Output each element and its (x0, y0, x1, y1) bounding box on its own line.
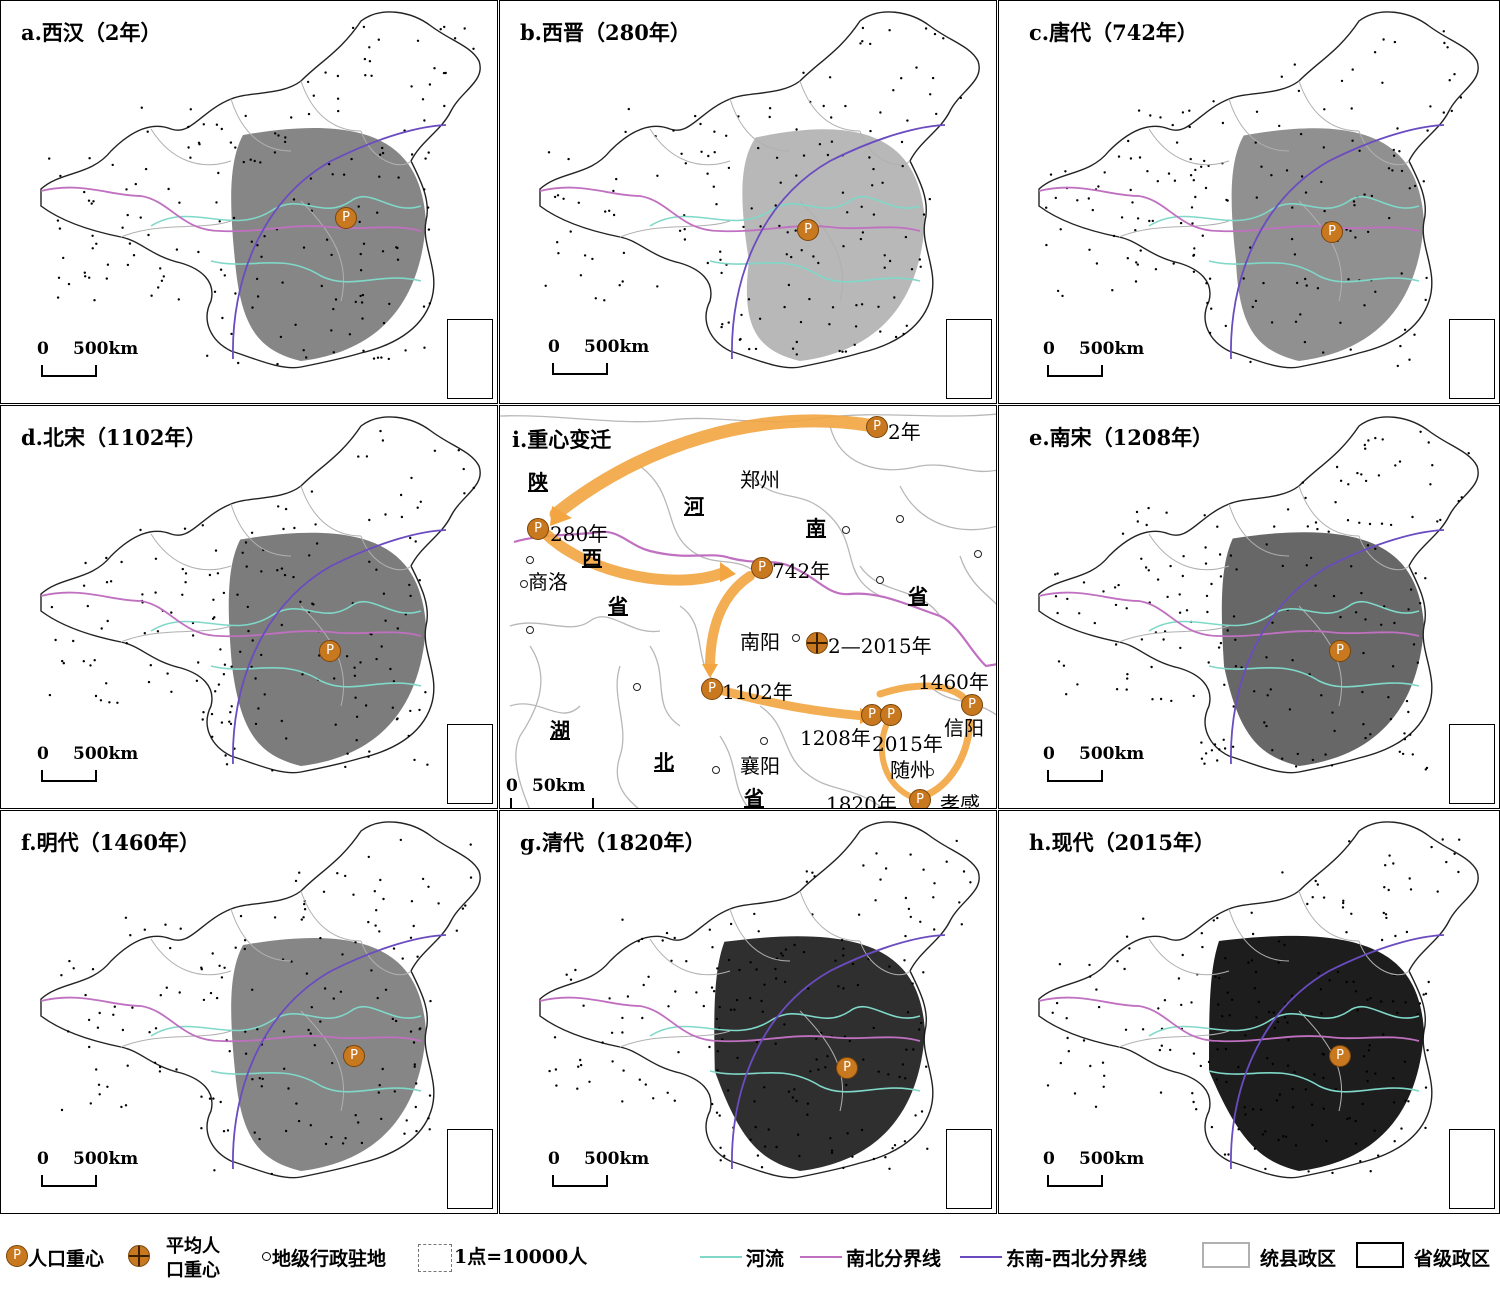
centroid-1460: P (961, 694, 983, 716)
panel-title: h.现代（2015年） (1029, 827, 1216, 857)
china-map (1038, 821, 1479, 1179)
year-label-1820: 1820年 (826, 792, 897, 809)
panel-title: g.清代（1820年） (520, 827, 706, 857)
south-china-sea-inset (1449, 319, 1495, 399)
province-char: 北 (654, 750, 674, 774)
south-china-sea-inset (447, 319, 493, 399)
map-panel-e: e.南宋（1208年） 0 500km P (998, 405, 1500, 809)
avg-centroid-label: 2—2015年 (828, 634, 932, 658)
map-panel-f: f.明代（1460年） 0 500km P (0, 810, 498, 1214)
map-panel-c: c.唐代（742年） 0 500km P (998, 0, 1500, 404)
legend-dot-value: 1点=10000人 (454, 1246, 588, 1268)
map-panel-b: b.西晋（280年） 0 500km P (499, 0, 997, 404)
centroid-2: P (866, 416, 888, 438)
legend: P 人口重心 平均人 口重心 地级行政驻地 1点=10000人 河流 南北分界线… (0, 1218, 1500, 1297)
population-centroid-marker: P (836, 1057, 858, 1079)
province-char: 陕 (528, 470, 548, 494)
legend-avg-center-1: 平均人 (166, 1236, 220, 1257)
population-centroid-marker: P (797, 219, 819, 241)
year-label-742: 742年 (772, 559, 831, 583)
panel-title: b.西晋（280年） (520, 17, 691, 47)
crosshair-circle-icon (128, 1245, 150, 1267)
south-china-sea-inset (447, 724, 493, 804)
china-map (40, 11, 481, 369)
population-centroid-marker: P (1321, 221, 1343, 243)
panel-title: f.明代（1460年） (21, 827, 201, 857)
legend-avg-center-2: 口重心 (166, 1260, 220, 1281)
south-china-sea-inset (1449, 1129, 1495, 1209)
province-char: 湖 (550, 718, 570, 742)
panel-title: e.南宋（1208年） (1029, 422, 1214, 452)
south-china-sea-inset (946, 319, 992, 399)
population-centroid-marker: P (1329, 1045, 1351, 1067)
south-china-sea-inset (447, 1129, 493, 1209)
china-map (1038, 11, 1479, 369)
p-circle-icon: P (6, 1245, 28, 1267)
population-centroid-marker: P (1329, 640, 1351, 662)
average-centroid (806, 632, 828, 654)
year-label-2: 2年 (888, 420, 921, 444)
population-centroid-marker: P (319, 640, 341, 662)
se-nw-boundary-line-icon (960, 1256, 1002, 1258)
province-char: 南 (806, 516, 826, 540)
china-map (1038, 416, 1479, 774)
place-zhengzhou: 郑州 (740, 468, 780, 492)
panel-title: d.北宋（1102年） (21, 422, 207, 452)
legend-pop-center: 人口重心 (28, 1248, 105, 1270)
year-label-1102: 1102年 (722, 680, 793, 704)
map-panel-h: h.现代（2015年） 0 500km P (998, 810, 1500, 1214)
province-char: 省 (608, 594, 628, 618)
place-xiaogan: 孝感 (940, 792, 980, 809)
legend-province-unit: 省级政区 (1414, 1248, 1491, 1270)
place-xiangyang: 襄阳 (740, 754, 780, 778)
legend-river: 河流 (746, 1248, 785, 1270)
centroid-migration-panel: i.重心变迁 P 2年 P 280年 P 742年 P 1102年 P 1208… (499, 405, 997, 809)
china-map (539, 821, 980, 1179)
legend-prefecture-seat: 地级行政驻地 (272, 1248, 387, 1270)
south-china-sea-inset (1449, 724, 1495, 804)
ns-boundary-line-icon (800, 1256, 842, 1258)
china-map (40, 821, 481, 1179)
place-xinyang: 信阳 (944, 716, 984, 740)
population-centroid-marker: P (343, 1045, 365, 1067)
china-map (539, 11, 980, 369)
centroid-1820: P (909, 789, 931, 808)
dot-sample-icon (418, 1244, 452, 1272)
legend-county-unit: 统县政区 (1260, 1248, 1337, 1270)
place-shangluo: 商洛 (528, 570, 568, 594)
panel-title: a.西汉（2年） (21, 17, 162, 47)
river-line-icon (700, 1256, 742, 1258)
panel-title: i.重心变迁 (512, 427, 612, 452)
centroid-742: P (751, 557, 773, 579)
centroid-280: P (527, 518, 549, 540)
population-centroid-marker: P (335, 207, 357, 229)
province-char: 省 (908, 584, 928, 608)
year-label-1208: 1208年 (800, 726, 871, 750)
south-china-sea-inset (946, 1129, 992, 1209)
map-panel-d: d.北宋（1102年） 0 500km P (0, 405, 498, 809)
place-nanyang: 南阳 (740, 630, 780, 654)
panel-title: c.唐代（742年） (1029, 17, 1198, 47)
map-panel-g: g.清代（1820年） 0 500km P (499, 810, 997, 1214)
province-char: 西 (582, 546, 602, 570)
place-suizhou: 随州 (890, 758, 930, 782)
year-label-2015: 2015年 (872, 732, 943, 756)
province-char: 省 (744, 786, 764, 809)
province-char: 河 (684, 494, 704, 518)
map-panel-a: a.西汉（2年） 0 500km P (0, 0, 498, 404)
centroid-1102: P (701, 678, 723, 700)
centroid-2015: P (880, 704, 902, 726)
county-unit-box-icon (1202, 1242, 1250, 1268)
small-circle-icon (262, 1252, 271, 1261)
year-label-1460: 1460年 (918, 670, 989, 694)
legend-ns-boundary: 南北分界线 (846, 1248, 942, 1270)
province-unit-box-icon (1356, 1242, 1404, 1268)
year-label-280: 280年 (550, 522, 609, 546)
legend-se-nw-boundary: 东南-西北分界线 (1006, 1248, 1147, 1270)
